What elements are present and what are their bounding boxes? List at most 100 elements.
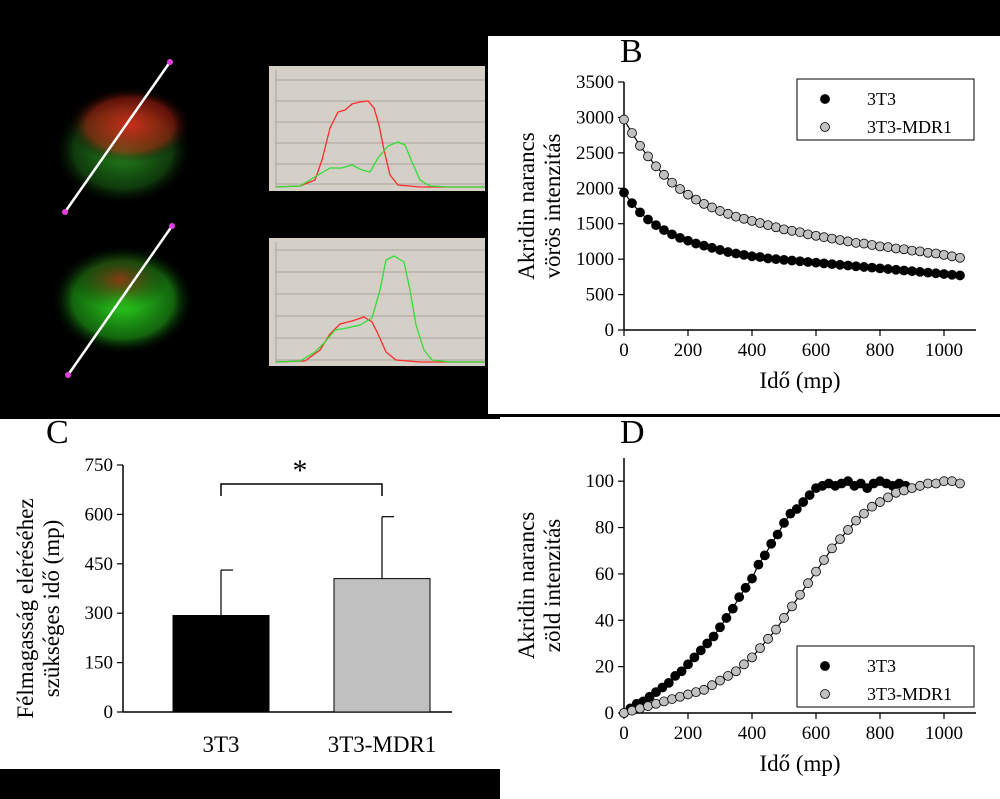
data-point-3t3-mdr1 <box>931 478 941 489</box>
data-point-3t3-mdr1 <box>803 229 813 240</box>
data-point-3t3-mdr1 <box>915 480 925 491</box>
y-tick-label: 300 <box>85 603 114 624</box>
data-point-3t3-mdr1 <box>947 476 957 487</box>
data-point-3t3-mdr1 <box>691 687 701 698</box>
data-point-3t3-mdr1 <box>867 240 877 250</box>
data-point-3t3-mdr1 <box>651 161 661 172</box>
x-tick-label: 0 <box>619 723 629 744</box>
data-point-3t3-mdr1 <box>755 643 765 653</box>
data-point-3t3 <box>689 652 700 663</box>
data-point-3t3-mdr1 <box>891 487 901 498</box>
data-point-3t3-mdr1 <box>811 566 821 577</box>
data-point-3t3-mdr1 <box>947 251 957 262</box>
data-point-3t3-mdr1 <box>819 555 829 565</box>
data-point-3t3-mdr1 <box>907 245 917 256</box>
data-point-3t3-mdr1 <box>939 249 949 260</box>
x-tick-label: 600 <box>802 723 831 744</box>
data-point-3t3-mdr1 <box>923 247 933 258</box>
data-point-3t3 <box>731 248 741 259</box>
data-point-3t3-mdr1 <box>819 232 829 243</box>
data-point-3t3 <box>691 238 701 249</box>
data-point-3t3-mdr1 <box>835 235 845 245</box>
data-point-3t3 <box>835 259 845 270</box>
panel-label-d: D <box>620 414 645 451</box>
legend-label: 3T3 <box>867 656 896 676</box>
data-point-3t3-mdr1 <box>659 696 669 707</box>
x-tick-label: 600 <box>802 340 831 361</box>
data-point-3t3-mdr1 <box>699 198 709 209</box>
y-tick-label: 150 <box>85 653 114 674</box>
data-point-3t3-mdr1 <box>699 684 709 695</box>
data-point-3t3-mdr1 <box>683 189 693 200</box>
x-tick-label: 800 <box>866 723 895 744</box>
panel-label-b: B <box>620 33 643 70</box>
data-point-3t3 <box>715 622 725 633</box>
data-point-3t3-mdr1 <box>771 624 781 635</box>
data-point-3t3 <box>740 582 751 593</box>
data-point-3t3-mdr1 <box>731 666 741 677</box>
data-point-3t3 <box>843 260 853 271</box>
data-point-3t3-mdr1 <box>763 220 773 231</box>
y-tick-label: 0 <box>605 703 615 724</box>
y-tick-label: 1000 <box>576 249 614 270</box>
data-point-3t3 <box>643 214 653 225</box>
y-tick-label: 750 <box>85 455 114 476</box>
y-tick-label: 500 <box>586 285 615 306</box>
data-point-3t3-mdr1 <box>643 701 653 711</box>
data-point-3t3 <box>619 187 629 198</box>
data-point-3t3-mdr1 <box>763 633 773 644</box>
data-point-3t3-mdr1 <box>619 708 629 718</box>
data-point-3t3 <box>766 538 777 549</box>
legend-marker <box>820 689 830 699</box>
data-point-3t3-mdr1 <box>867 501 877 512</box>
y-tick-label: 100 <box>586 471 615 492</box>
chart-c: 0 150 300 450 600 750 3T3 3T3-MDR1 * Félmagasság … <box>13 454 452 757</box>
data-point-3t3-mdr1 <box>667 694 677 704</box>
y-axis-label-line: vörös intenzitás <box>540 133 565 278</box>
data-point-3t3-mdr1 <box>955 252 965 263</box>
data-point-3t3 <box>803 257 813 267</box>
data-point-3t3-mdr1 <box>859 508 869 519</box>
data-point-3t3 <box>867 262 877 273</box>
cell-image-top <box>53 59 193 215</box>
data-point-3t3 <box>702 638 713 649</box>
x-tick-label: 800 <box>866 340 895 361</box>
chart-b: 0 200 400 600 800 1000 0 500 1000 1500 2000 2500 300… <box>514 72 976 393</box>
significance-star: * <box>293 454 308 487</box>
data-point-3t3-mdr1 <box>915 246 925 257</box>
y-tick-label: 20 <box>595 657 614 678</box>
data-point-3t3-mdr1 <box>875 497 885 507</box>
y-tick-label: 60 <box>595 564 614 585</box>
y-axis-label-line: Akridin narancs <box>514 132 539 280</box>
data-point-3t3-mdr1 <box>779 224 789 235</box>
legend-label: 3T3 <box>867 89 896 109</box>
data-point-3t3-mdr1 <box>675 184 685 194</box>
data-point-3t3 <box>804 490 815 500</box>
data-point-3t3 <box>635 207 645 218</box>
data-point-3t3 <box>707 242 717 253</box>
data-point-3t3-mdr1 <box>883 242 893 252</box>
data-point-3t3-mdr1 <box>843 524 853 535</box>
y-tick-label: 3500 <box>576 72 614 93</box>
y-axis-label-line: zöld intenzitás <box>540 519 565 653</box>
data-point-3t3 <box>747 573 757 584</box>
data-point-3t3-mdr1 <box>619 114 629 125</box>
data-point-3t3-mdr1 <box>955 478 965 489</box>
data-point-3t3 <box>955 270 965 281</box>
cell-image-bottom <box>51 223 195 378</box>
data-point-3t3 <box>734 592 745 602</box>
data-point-3t3-mdr1 <box>675 691 685 702</box>
data-point-3t3 <box>899 265 909 276</box>
y-axis-label: Akridin narancsvörös intenzitás <box>514 132 565 280</box>
panel-a <box>51 59 485 378</box>
data-point-3t3-mdr1 <box>795 589 805 600</box>
x-tick-label: 200 <box>674 723 703 744</box>
y-axis-label-line: Félmagasság eléréséhez <box>13 498 38 718</box>
data-point-3t3 <box>891 264 901 275</box>
data-point-3t3-mdr1 <box>635 140 645 151</box>
data-point-3t3-mdr1 <box>723 671 733 681</box>
data-point-3t3-mdr1 <box>907 483 917 494</box>
x-tick-label: 0 <box>619 340 629 361</box>
data-point-3t3 <box>827 259 837 270</box>
x-axis-label: Idő (mp) <box>759 751 840 776</box>
